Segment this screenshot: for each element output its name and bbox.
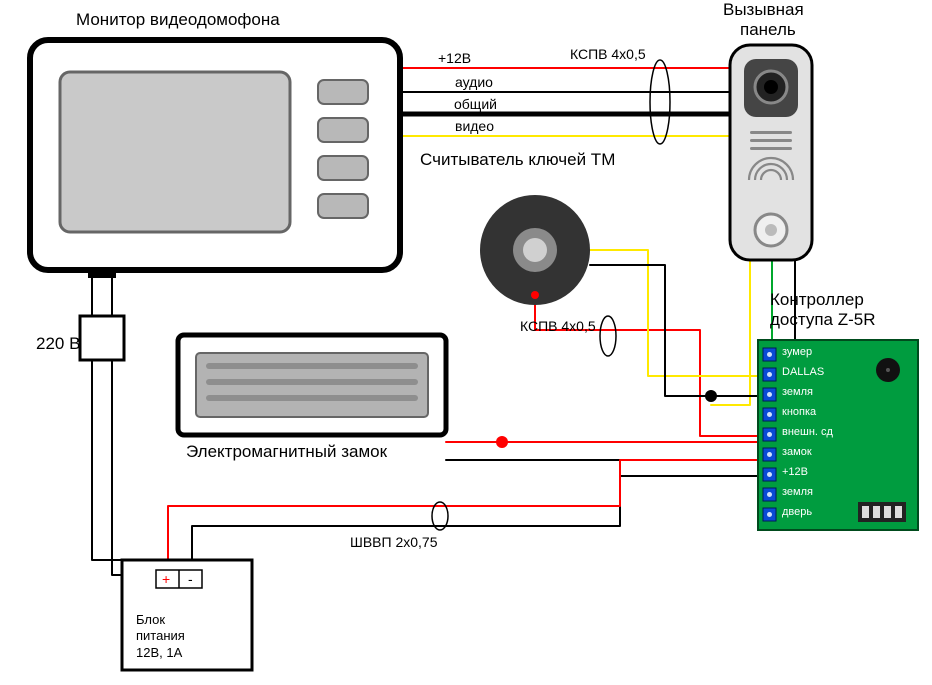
psu-line3: 12В, 1А [136,645,182,660]
controller-title2: доступа Z-5R [770,310,876,330]
call-panel-title1: Вызывная [723,0,804,20]
wire-label-audio: аудио [455,74,493,90]
cable-label-top: КСПВ 4x0,5 [570,46,646,62]
reader-title: Считыватель ключей ТМ [420,150,615,170]
controller-title1: Контроллер [770,290,864,310]
psu-line2: питания [136,628,185,643]
monitor-title: Монитор видеодомофона [76,10,280,30]
psu-plus: + [162,571,170,587]
cable-label-bot: ШВВП 2x0,75 [350,534,438,550]
pin-label-2: земля [782,386,813,398]
psu-label: Блок питания 12В, 1А [136,612,185,661]
maglock-title: Электромагнитный замок [186,442,387,462]
pin-label-1: DALLAS [782,366,824,378]
pin-label-6: +12В [782,466,808,478]
wire-label-video: видео [455,118,494,134]
wire-label-12v: +12В [438,50,471,66]
call-panel-title2: панель [740,20,796,40]
pin-label-5: замок [782,446,812,458]
pin-label-7: земля [782,486,813,498]
pin-label-8: дверь [782,506,812,518]
pin-label-0: зумер [782,346,812,358]
wire-label-common: общий [454,96,497,112]
v220-label: 220 В [36,334,80,354]
psu-line1: Блок [136,612,165,627]
pin-label-4: внешн. сд [782,426,833,438]
cable-label-mid: КСПВ 4x0,5 [520,318,596,334]
pin-label-3: кнопка [782,406,816,418]
psu-minus: - [188,571,193,587]
